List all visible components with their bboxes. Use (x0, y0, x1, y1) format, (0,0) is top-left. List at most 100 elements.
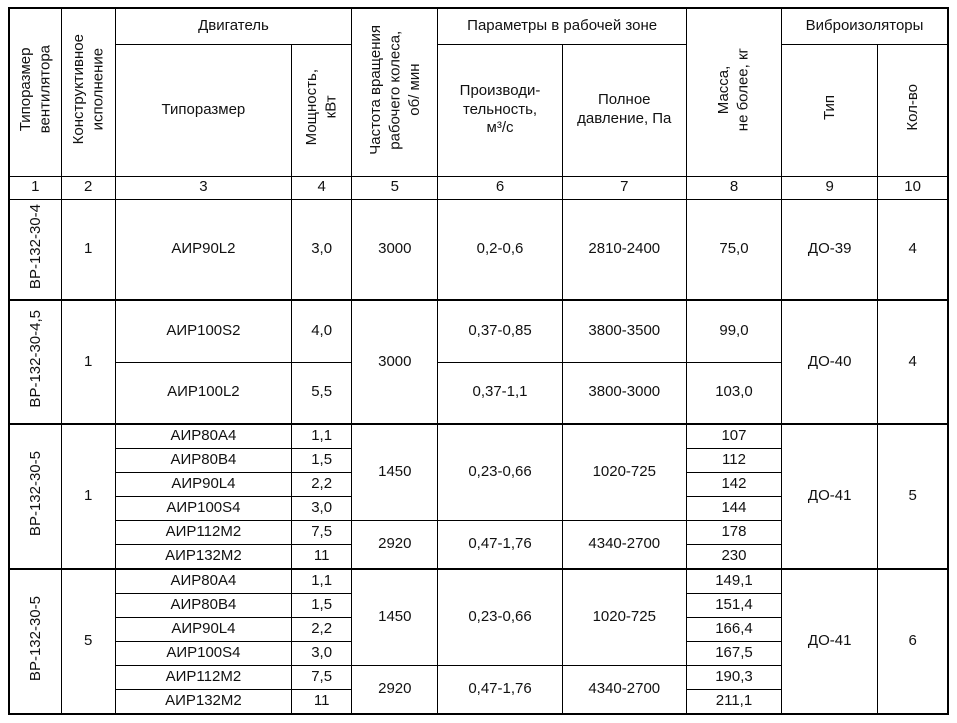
table-row: АИР100S4 3,0 167,5 (9, 641, 948, 666)
cell-motor: АИР100S4 (114, 641, 293, 666)
cell-power: 3,0 (291, 641, 353, 666)
cell-performance: 0,37-0,85 (437, 299, 563, 363)
cell-mass: 142 (685, 472, 783, 497)
table-row: ВР-132-30-4 1 АИР90L2 3,0 3000 0,2-0,6 2… (8, 198, 949, 301)
cell-vibro-count: 5 (877, 423, 949, 570)
cell-fan-size: ВР-132-30-5 (8, 568, 62, 715)
fan-size-label: ВР-132-30-5 (26, 451, 44, 537)
cell-speed: 2920 (351, 665, 439, 715)
header-vibro-group: Виброизоляторы (781, 7, 949, 45)
header-col-number: 10 (877, 175, 949, 200)
cell-motor: АИР90L4 (114, 472, 293, 497)
cell-performance: 0,47-1,76 (437, 520, 563, 570)
table-row: АИР80В4 1,5 151,4 (9, 593, 948, 618)
cell-power: 1,1 (291, 568, 353, 594)
cell-mass: 211,1 (685, 689, 783, 715)
cell-pressure: 4340-2700 (561, 520, 687, 570)
cell-mass: 230 (685, 544, 783, 570)
header-row-numbers: 1 2 3 4 5 6 7 8 9 10 (8, 175, 949, 200)
cell-power: 2,2 (291, 472, 353, 497)
cell-speed: 2920 (351, 520, 439, 570)
header-row-groups: Типоразмер вентилятора Конструктивное ис… (8, 7, 949, 177)
header-fan-size-label: Типоразмер вентилятора (16, 45, 54, 134)
cell-mass: 112 (685, 448, 783, 473)
cell-fan-size: ВР-132-30-4,5 (8, 299, 62, 425)
cell-pressure: 2810-2400 (561, 198, 687, 301)
table-row: АИР80В4 1,5 112 (9, 448, 948, 473)
header-construction-label: Конструктивное исполнение (69, 34, 107, 145)
cell-motor: АИР80В4 (114, 448, 293, 473)
cell-vibro-type: ДО-41 (781, 568, 879, 715)
header-vibro-type-label: Тип (820, 94, 838, 120)
header-mass-label: Масса, не более, кг (715, 47, 752, 131)
table-row: АИР132М2 11 230 (9, 544, 948, 570)
cell-motor: АИР112М2 (114, 665, 293, 690)
cell-mass: 190,3 (685, 665, 783, 690)
header-col-number: 6 (437, 175, 563, 200)
cell-power: 11 (291, 689, 353, 715)
header-motor-size: Типоразмер (114, 43, 293, 177)
cell-motor: АИР100S2 (114, 299, 293, 363)
cell-power: 7,5 (291, 520, 353, 545)
header-speed: Частота вращения рабочего колеса, об/ ми… (351, 7, 439, 177)
table-row: ВР-132-30-5 5 АИР80А4 1,1 1450 0,23-0,66… (8, 568, 949, 715)
header-zone-group: Параметры в рабочей зоне (437, 7, 687, 45)
cell-construction: 1 (60, 423, 116, 570)
cell-power: 4,0 (291, 299, 353, 363)
header-motor-group: Двигатель (114, 7, 353, 45)
cell-pressure: 1020-725 (561, 423, 687, 521)
header-construction: Конструктивное исполнение (60, 7, 116, 177)
cell-pressure: 4340-2700 (561, 665, 687, 715)
cell-performance: 0,23-0,66 (437, 423, 563, 521)
table-row: АИР112М2 7,5 2920 0,47-1,76 4340-2700 19… (9, 665, 948, 715)
cell-motor: АИР100S4 (114, 496, 293, 521)
header-col-number: 4 (291, 175, 353, 200)
header-vibro-type: Тип (781, 43, 879, 177)
cell-power: 1,1 (291, 423, 353, 449)
cell-power: 3,0 (291, 198, 353, 301)
cell-power: 1,5 (291, 448, 353, 473)
cell-motor: АИР100L2 (114, 361, 293, 425)
cell-pressure: 3800-3500 (561, 299, 687, 363)
cell-performance: 0,2-0,6 (437, 198, 563, 301)
header-power: Мощность, кВт (291, 43, 353, 177)
header-fan-size: Типоразмер вентилятора (8, 7, 62, 177)
cell-mass: 103,0 (685, 361, 783, 425)
header-speed-label: Частота вращения рабочего колеса, об/ ми… (366, 24, 423, 155)
cell-mass: 178 (685, 520, 783, 545)
header-pressure: Полное давление, Па (561, 43, 687, 177)
fan-size-label: ВР-132-30-4 (26, 203, 44, 289)
table-row: АИР100S4 3,0 144 (9, 496, 948, 521)
cell-speed: 1450 (351, 568, 439, 666)
header-mass: Масса, не более, кг (685, 7, 783, 177)
table-row: АИР90L4 2,2 142 (9, 472, 948, 497)
fan-size-label: ВР-132-30-5 (26, 596, 44, 682)
cell-motor: АИР80А4 (114, 568, 293, 594)
cell-motor: АИР90L2 (114, 198, 293, 301)
fan-size-label: ВР-132-30-4,5 (26, 310, 44, 408)
fan-spec-table: Типоразмер вентилятора Конструктивное ис… (8, 7, 949, 715)
cell-speed: 3000 (351, 299, 439, 425)
header-col-number: 1 (8, 175, 62, 200)
cell-mass: 107 (685, 423, 783, 449)
header-col-number: 5 (351, 175, 439, 200)
cell-vibro-count: 6 (877, 568, 949, 715)
cell-power: 11 (291, 544, 353, 570)
cell-performance: 0,23-0,66 (437, 568, 563, 666)
cell-motor: АИР80А4 (114, 423, 293, 449)
cell-mass: 166,4 (685, 617, 783, 642)
cell-power: 7,5 (291, 665, 353, 690)
cell-vibro-type: ДО-41 (781, 423, 879, 570)
cell-mass: 144 (685, 496, 783, 521)
cell-motor: АИР132М2 (114, 689, 293, 715)
cell-performance: 0,37-1,1 (437, 361, 563, 425)
cell-vibro-type: ДО-39 (781, 198, 879, 301)
cell-mass: 151,4 (685, 593, 783, 618)
cell-pressure: 3800-3000 (561, 361, 687, 425)
cell-vibro-count: 4 (877, 198, 949, 301)
header-vibro-count: Кол-во (877, 43, 949, 177)
cell-mass: 149,1 (685, 568, 783, 594)
table-row: АИР112М2 7,5 2920 0,47-1,76 4340-2700 17… (9, 520, 948, 570)
header-col-number: 3 (114, 175, 293, 200)
header-col-number: 8 (685, 175, 783, 200)
